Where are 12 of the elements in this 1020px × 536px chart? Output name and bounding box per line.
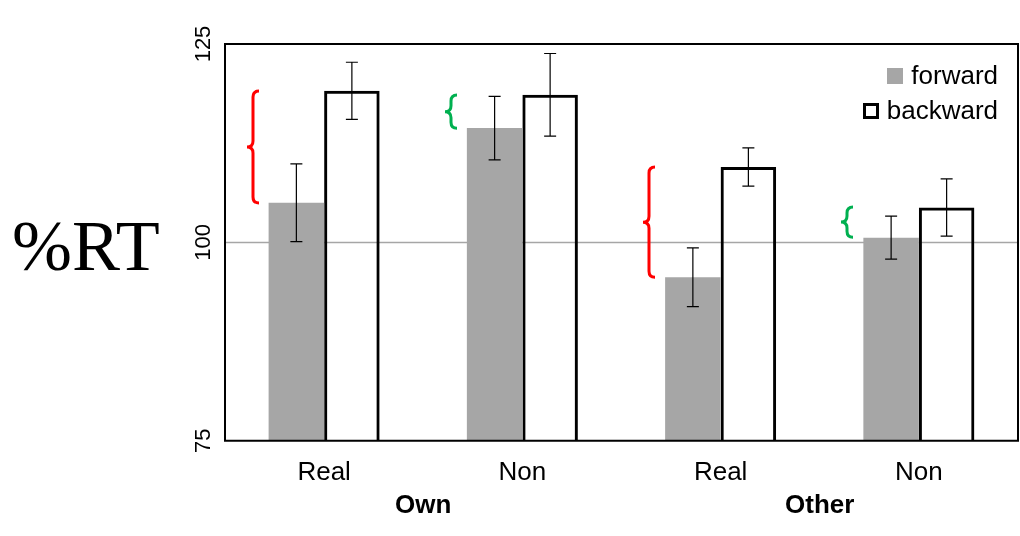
x-tick-label: Real [693, 455, 748, 486]
x-tick-label: Non [498, 455, 547, 486]
text: Own [395, 488, 452, 519]
y-axis-title: %RT [12, 205, 160, 288]
y-tick-label: 100 [190, 224, 216, 261]
text: Other [785, 488, 855, 519]
legend-label: forward [911, 60, 998, 91]
y-tick-label: 125 [190, 25, 216, 63]
x-tick-label: Real [297, 455, 351, 486]
y-tick-label: 75 [190, 428, 216, 454]
legend-label: backward [886, 95, 998, 126]
x-tick-label: Non [895, 455, 943, 486]
